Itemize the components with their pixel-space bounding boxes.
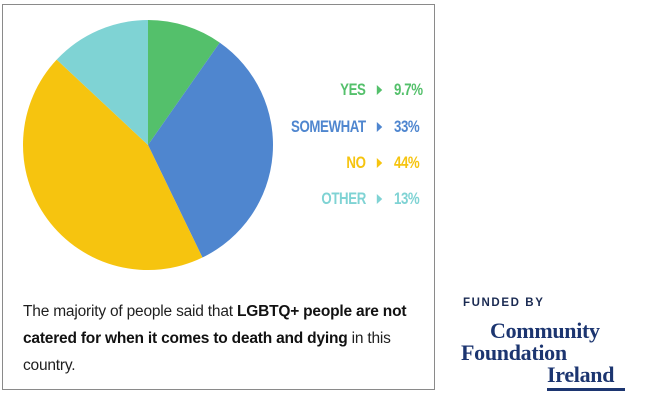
legend-value: 13% xyxy=(393,189,420,208)
pie-slice-other xyxy=(56,20,148,145)
caption-bold-text: LGBTQ+ people are not catered for when i… xyxy=(23,303,407,347)
pie-slice-somewhat xyxy=(148,42,273,258)
legend-item-somewhat: SOMEWHAT 33% xyxy=(291,117,420,141)
legend-value: 33% xyxy=(393,117,420,136)
legend-item-other: OTHER 13% xyxy=(291,189,419,213)
legend-value: 44% xyxy=(393,153,420,172)
legend-label: OTHER xyxy=(321,189,366,208)
logo-line-ireland: Ireland xyxy=(547,362,615,387)
legend-item-no: NO 44% xyxy=(291,153,419,177)
triangle-right-icon xyxy=(376,194,383,204)
community-foundation-ireland-logo: Community Foundation Ireland xyxy=(461,318,631,393)
pie-slice-no xyxy=(23,59,203,271)
legend-label: SOMEWHAT xyxy=(291,117,366,136)
logo-line-foundation: Foundation xyxy=(461,340,567,365)
logo-underline xyxy=(547,388,625,391)
chart-card: YES 9.7% SOMEWHAT 33% NO 44% OTHER 13% The majo… xyxy=(2,4,435,390)
legend-label: NO xyxy=(346,153,366,172)
caption-text-1: The majority of people said that xyxy=(23,303,237,320)
funded-by-label: FUNDED BY xyxy=(463,297,545,309)
triangle-right-icon xyxy=(376,158,383,168)
triangle-right-icon xyxy=(376,85,383,95)
legend-label: YES xyxy=(340,80,366,99)
triangle-right-icon xyxy=(376,122,383,132)
logo-line-community: Community xyxy=(490,318,600,343)
legend-value: 9.7% xyxy=(393,80,423,99)
chart-caption: The majority of people said that LGBTQ+ … xyxy=(23,298,428,379)
legend-item-yes: YES 9.7% xyxy=(291,80,423,104)
caption-text-2: in this country. xyxy=(23,330,391,374)
pie-slice-yes xyxy=(148,20,220,145)
pie-chart xyxy=(23,20,273,271)
